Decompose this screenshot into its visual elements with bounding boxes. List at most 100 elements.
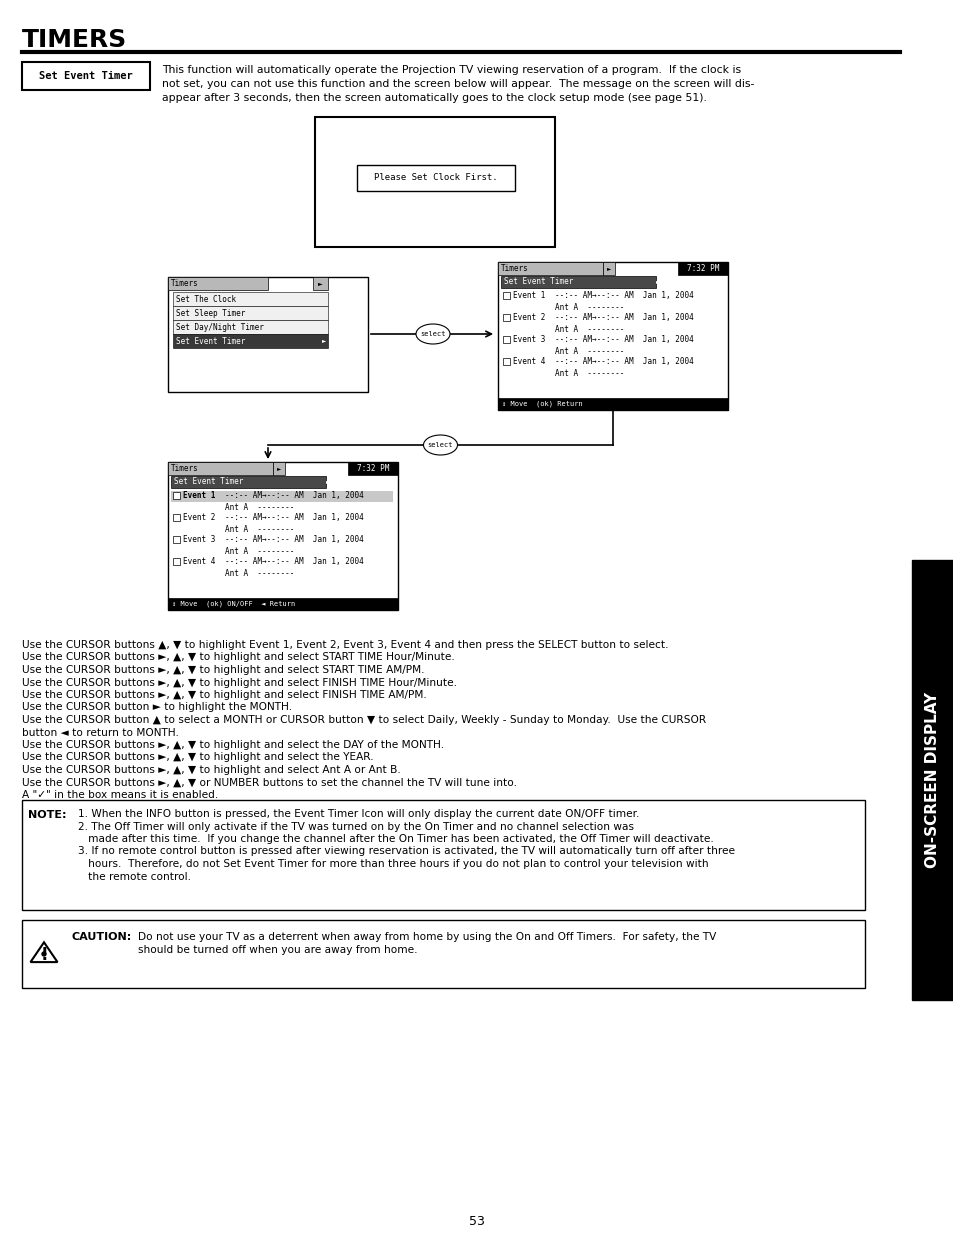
Text: 3. If no remote control button is pressed after viewing reservation is activated: 3. If no remote control button is presse… <box>78 846 734 857</box>
Bar <box>602 262 615 275</box>
Text: Set The Clock: Set The Clock <box>175 294 236 304</box>
Text: hours.  Therefore, do not Set Event Timer for more than three hours if you do no: hours. Therefore, do not Set Event Timer… <box>78 860 708 869</box>
Text: ↕ Move  (ok) ON/OFF  ◄ Return: ↕ Move (ok) ON/OFF ◄ Return <box>172 600 294 608</box>
Bar <box>168 462 397 610</box>
Polygon shape <box>30 942 57 962</box>
Text: Ant A  --------: Ant A -------- <box>555 347 623 356</box>
Text: Use the CURSOR buttons ►, ▲, ▼ to highlight and select FINISH TIME Hour/Minute.: Use the CURSOR buttons ►, ▲, ▼ to highli… <box>22 678 456 688</box>
Text: Use the CURSOR buttons ►, ▲, ▼ to highlight and select the YEAR.: Use the CURSOR buttons ►, ▲, ▼ to highli… <box>22 752 374 762</box>
Text: Ant A  --------: Ant A -------- <box>555 303 623 311</box>
Bar <box>172 514 180 521</box>
Text: --:-- AM→--:-- AM  Jan 1, 2004: --:-- AM→--:-- AM Jan 1, 2004 <box>225 557 363 566</box>
Text: --:-- AM→--:-- AM  Jan 1, 2004: --:-- AM→--:-- AM Jan 1, 2004 <box>555 357 693 366</box>
Text: Event 1: Event 1 <box>183 492 215 500</box>
Text: Ant A  --------: Ant A -------- <box>225 503 294 511</box>
Text: Event 1: Event 1 <box>513 291 545 300</box>
Bar <box>911 559 953 1000</box>
Text: Event 4: Event 4 <box>513 357 545 366</box>
Bar <box>168 598 397 610</box>
Ellipse shape <box>423 435 457 454</box>
Bar <box>171 492 393 501</box>
Text: Set Event Timer: Set Event Timer <box>39 70 132 82</box>
Text: 7:32 PM: 7:32 PM <box>356 464 389 473</box>
Text: Do not use your TV as a deterrent when away from home by using the On and Off Ti: Do not use your TV as a deterrent when a… <box>138 932 716 942</box>
Text: 1. When the INFO button is pressed, the Event Timer Icon will only display the c: 1. When the INFO button is pressed, the … <box>78 809 639 819</box>
Bar <box>22 920 864 988</box>
Text: ON-SCREEN DISPLAY: ON-SCREEN DISPLAY <box>924 692 940 868</box>
Bar <box>172 320 328 333</box>
Bar <box>172 306 328 320</box>
Text: appear after 3 seconds, then the screen automatically goes to the clock setup mo: appear after 3 seconds, then the screen … <box>162 93 706 103</box>
Text: ►: ► <box>656 279 659 284</box>
Bar <box>168 277 368 391</box>
Bar <box>497 262 727 410</box>
Text: Event 3: Event 3 <box>183 535 215 543</box>
Ellipse shape <box>416 324 450 345</box>
Bar <box>502 358 510 366</box>
Bar <box>168 462 273 475</box>
Bar <box>313 277 328 290</box>
Bar <box>172 492 180 499</box>
Bar <box>22 62 150 90</box>
Text: Use the CURSOR buttons ►, ▲, ▼ to highlight and select START TIME Hour/Minute.: Use the CURSOR buttons ►, ▲, ▼ to highli… <box>22 652 455 662</box>
Text: ↕ Move  (ok) Return: ↕ Move (ok) Return <box>501 400 582 408</box>
Text: made after this time.  If you change the channel after the On Timer has been act: made after this time. If you change the … <box>78 834 713 844</box>
Bar <box>168 277 268 290</box>
Bar <box>22 800 864 910</box>
Bar <box>500 275 656 288</box>
Text: Use the CURSOR buttons ▲, ▼ to highlight Event 1, Event 2, Event 3, Event 4 and : Use the CURSOR buttons ▲, ▼ to highlight… <box>22 640 668 650</box>
Bar <box>314 117 555 247</box>
Bar <box>356 165 515 191</box>
Text: Set Day/Night Timer: Set Day/Night Timer <box>175 322 264 331</box>
Text: Set Sleep Timer: Set Sleep Timer <box>175 309 245 317</box>
Text: Ant A  --------: Ant A -------- <box>555 325 623 333</box>
Text: Use the CURSOR buttons ►, ▲, ▼ to highlight and select Ant A or Ant B.: Use the CURSOR buttons ►, ▲, ▼ to highli… <box>22 764 400 776</box>
Bar <box>678 262 727 275</box>
Text: --:-- AM→--:-- AM  Jan 1, 2004: --:-- AM→--:-- AM Jan 1, 2004 <box>555 335 693 345</box>
Text: Set Event Timer: Set Event Timer <box>173 478 243 487</box>
Text: Event 2: Event 2 <box>183 513 215 522</box>
Text: button ◄ to return to MONTH.: button ◄ to return to MONTH. <box>22 727 179 737</box>
Text: A "✓" in the box means it is enabled.: A "✓" in the box means it is enabled. <box>22 790 218 800</box>
Text: Set Event Timer: Set Event Timer <box>503 278 573 287</box>
Text: ►: ► <box>322 338 326 343</box>
Text: CAUTION:: CAUTION: <box>71 932 132 942</box>
Bar <box>497 398 727 410</box>
Text: NOTE:: NOTE: <box>28 810 67 820</box>
Bar <box>273 462 285 475</box>
Text: --:-- AM→--:-- AM  Jan 1, 2004: --:-- AM→--:-- AM Jan 1, 2004 <box>555 312 693 322</box>
Text: the remote control.: the remote control. <box>78 872 191 882</box>
Text: 53: 53 <box>469 1215 484 1228</box>
Bar <box>502 336 510 343</box>
Text: Timers: Timers <box>171 464 198 473</box>
Text: not set, you can not use this function and the screen below will appear.  The me: not set, you can not use this function a… <box>162 79 754 89</box>
Text: ►: ► <box>326 479 330 484</box>
Text: Event 4: Event 4 <box>183 557 215 566</box>
Text: --:-- AM→--:-- AM  Jan 1, 2004: --:-- AM→--:-- AM Jan 1, 2004 <box>225 492 363 500</box>
Text: should be turned off when you are away from home.: should be turned off when you are away f… <box>138 945 417 955</box>
Bar <box>172 536 180 543</box>
Text: ►: ► <box>276 466 281 471</box>
Text: !: ! <box>40 946 48 965</box>
Bar <box>172 558 180 564</box>
Text: Ant A  --------: Ant A -------- <box>555 368 623 378</box>
Text: --:-- AM→--:-- AM  Jan 1, 2004: --:-- AM→--:-- AM Jan 1, 2004 <box>555 291 693 300</box>
Bar <box>502 314 510 321</box>
Text: Event 2: Event 2 <box>513 312 545 322</box>
Text: 2. The Off Timer will only activate if the TV was turned on by the On Timer and : 2. The Off Timer will only activate if t… <box>78 821 634 831</box>
Text: select: select <box>420 331 445 337</box>
Text: Set Event Timer: Set Event Timer <box>175 336 245 346</box>
Text: ►: ► <box>606 266 611 270</box>
Bar <box>172 333 328 348</box>
Bar <box>348 462 397 475</box>
Text: select: select <box>427 442 453 448</box>
Text: --:-- AM→--:-- AM  Jan 1, 2004: --:-- AM→--:-- AM Jan 1, 2004 <box>225 513 363 522</box>
Text: 7:32 PM: 7:32 PM <box>686 264 719 273</box>
Circle shape <box>42 952 46 956</box>
Text: This function will automatically operate the Projection TV viewing reservation o: This function will automatically operate… <box>162 65 740 75</box>
Text: Use the CURSOR buttons ►, ▲, ▼ to highlight and select START TIME AM/PM.: Use the CURSOR buttons ►, ▲, ▼ to highli… <box>22 664 424 676</box>
Text: Use the CURSOR button ► to highlight the MONTH.: Use the CURSOR button ► to highlight the… <box>22 703 292 713</box>
Text: Ant A  --------: Ant A -------- <box>225 547 294 556</box>
Text: Use the CURSOR buttons ►, ▲, ▼ to highlight and select the DAY of the MONTH.: Use the CURSOR buttons ►, ▲, ▼ to highli… <box>22 740 444 750</box>
Bar <box>171 475 326 488</box>
